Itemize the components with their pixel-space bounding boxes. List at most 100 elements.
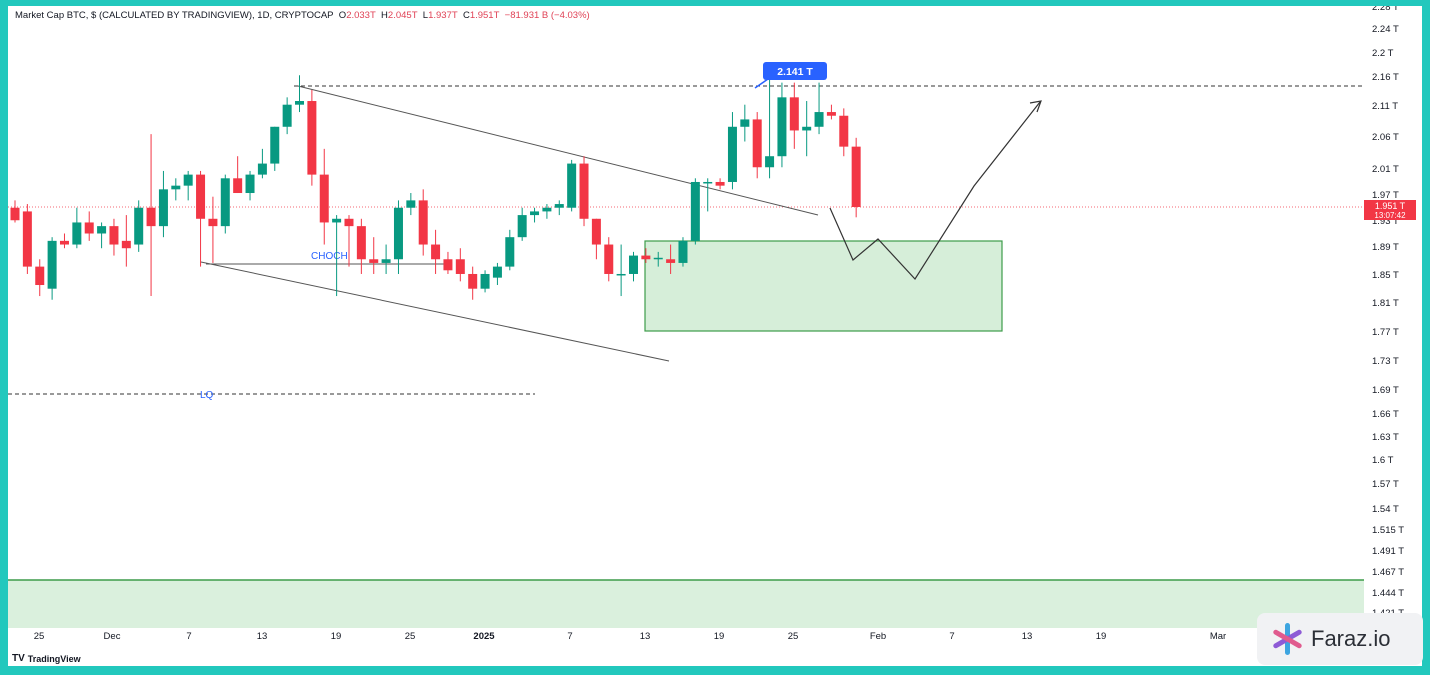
candle[interactable] xyxy=(826,112,836,116)
candle[interactable] xyxy=(121,240,131,249)
candle[interactable] xyxy=(530,211,540,216)
price-axis[interactable]: 2.28 T 2.24 T 2.2 T 2.16 T 2.11 T 2.06 T 2.01 … xyxy=(1372,6,1404,619)
candle[interactable] xyxy=(517,215,527,238)
candle[interactable] xyxy=(35,266,45,286)
candle[interactable] xyxy=(72,222,82,245)
candle[interactable] xyxy=(208,218,218,227)
candle[interactable] xyxy=(406,200,416,208)
candle[interactable] xyxy=(579,163,589,219)
candle[interactable] xyxy=(10,207,20,221)
low-value: 1.937T xyxy=(428,10,458,21)
price-tick-label: 1.66 T xyxy=(1372,409,1399,420)
candle[interactable] xyxy=(641,255,651,260)
price-tick-label: 2.01 T xyxy=(1372,164,1399,175)
candle[interactable] xyxy=(109,226,119,245)
candle[interactable] xyxy=(134,207,144,245)
symbol-title[interactable]: Market Cap BTC, $ (CALCULATED BY TRADING… xyxy=(15,10,334,21)
candle[interactable] xyxy=(752,119,762,168)
candle[interactable] xyxy=(505,237,515,267)
candle[interactable] xyxy=(839,115,849,147)
candle[interactable] xyxy=(158,189,168,227)
time-tick-label: 25 xyxy=(788,631,799,642)
candle[interactable] xyxy=(381,259,391,263)
candle[interactable] xyxy=(455,259,465,274)
candle[interactable] xyxy=(777,97,787,157)
candle[interactable] xyxy=(678,240,688,263)
candle[interactable] xyxy=(270,126,280,164)
candle[interactable] xyxy=(97,226,107,234)
candle[interactable] xyxy=(356,226,366,260)
high-value: 2.045T xyxy=(387,10,418,21)
candle[interactable] xyxy=(468,273,478,289)
candle[interactable] xyxy=(666,259,676,263)
candle[interactable] xyxy=(146,207,156,227)
candle[interactable] xyxy=(22,211,32,267)
open-label: O xyxy=(338,10,347,21)
watermark-text: Faraz.io xyxy=(1311,626,1391,651)
time-tick-label: 19 xyxy=(714,631,725,642)
price-tick-label: 1.444 T xyxy=(1372,588,1404,599)
time-tick-label: 13 xyxy=(1022,631,1033,642)
candle[interactable] xyxy=(196,174,206,219)
candle[interactable] xyxy=(616,273,626,276)
candle[interactable] xyxy=(604,244,614,274)
candle[interactable] xyxy=(245,174,255,194)
lower-demand-zone xyxy=(8,580,1364,628)
candle[interactable] xyxy=(653,257,663,260)
candles-group xyxy=(10,67,861,300)
price-tick-label: 1.73 T xyxy=(1372,356,1399,367)
tradingview-brand[interactable]: TV TradingView xyxy=(12,653,81,664)
price-tick-label: 2.06 T xyxy=(1372,132,1399,143)
candle[interactable] xyxy=(591,218,601,245)
price-tag xyxy=(1364,200,1416,220)
price-tick-label: 1.57 T xyxy=(1372,479,1399,490)
candle[interactable] xyxy=(480,273,490,289)
price-tick-label: 2.24 T xyxy=(1372,24,1399,35)
time-axis[interactable]: 25 Dec 7 13 19 25 2025 7 13 19 25 Feb 7 13 19 Mar xyxy=(34,631,1226,642)
candle[interactable] xyxy=(740,119,750,127)
price-tag-value: 1.951 T xyxy=(1375,201,1406,211)
candle[interactable] xyxy=(344,218,354,227)
time-tick-label: 13 xyxy=(257,631,268,642)
candle[interactable] xyxy=(307,101,317,175)
candle[interactable] xyxy=(727,126,737,182)
candle[interactable] xyxy=(814,112,824,127)
candle[interactable] xyxy=(542,207,552,212)
candle[interactable] xyxy=(492,266,502,278)
candle[interactable] xyxy=(319,174,329,223)
price-tick-label: 2.16 T xyxy=(1372,72,1399,83)
choch-label: CHOCH xyxy=(311,251,348,262)
price-tick-label: 1.515 T xyxy=(1372,525,1404,536)
candle[interactable] xyxy=(431,244,441,260)
candle[interactable] xyxy=(257,163,267,175)
candle[interactable] xyxy=(183,174,193,186)
candle[interactable] xyxy=(789,97,799,131)
candle[interactable] xyxy=(629,255,638,274)
candle[interactable] xyxy=(295,101,305,105)
candle[interactable] xyxy=(220,178,230,227)
candle[interactable] xyxy=(84,222,94,234)
candle[interactable] xyxy=(765,156,775,168)
candle[interactable] xyxy=(690,181,700,241)
candle[interactable] xyxy=(171,185,181,190)
candle[interactable] xyxy=(802,126,812,131)
time-tick-label: 25 xyxy=(405,631,416,642)
candle[interactable] xyxy=(443,259,453,271)
candle[interactable] xyxy=(282,104,292,127)
candle[interactable] xyxy=(567,163,577,208)
price-tick-label: 1.54 T xyxy=(1372,504,1399,515)
candle[interactable] xyxy=(332,218,342,223)
candle[interactable] xyxy=(233,178,243,194)
time-tick-label: 7 xyxy=(949,631,954,642)
high-label-h: H xyxy=(381,10,388,21)
price-chart[interactable]: LQ CHOCH 2.141 T 2.28 T 2.24 T 2.2 T 2.16 T… xyxy=(8,6,1422,666)
candle[interactable] xyxy=(393,207,403,260)
candle[interactable] xyxy=(554,204,564,208)
candle[interactable] xyxy=(851,146,861,207)
candle[interactable] xyxy=(715,181,725,186)
candle[interactable] xyxy=(418,200,428,245)
candle[interactable] xyxy=(47,240,57,289)
candle[interactable] xyxy=(59,240,69,245)
candle[interactable] xyxy=(369,259,379,263)
candle[interactable] xyxy=(703,181,713,184)
